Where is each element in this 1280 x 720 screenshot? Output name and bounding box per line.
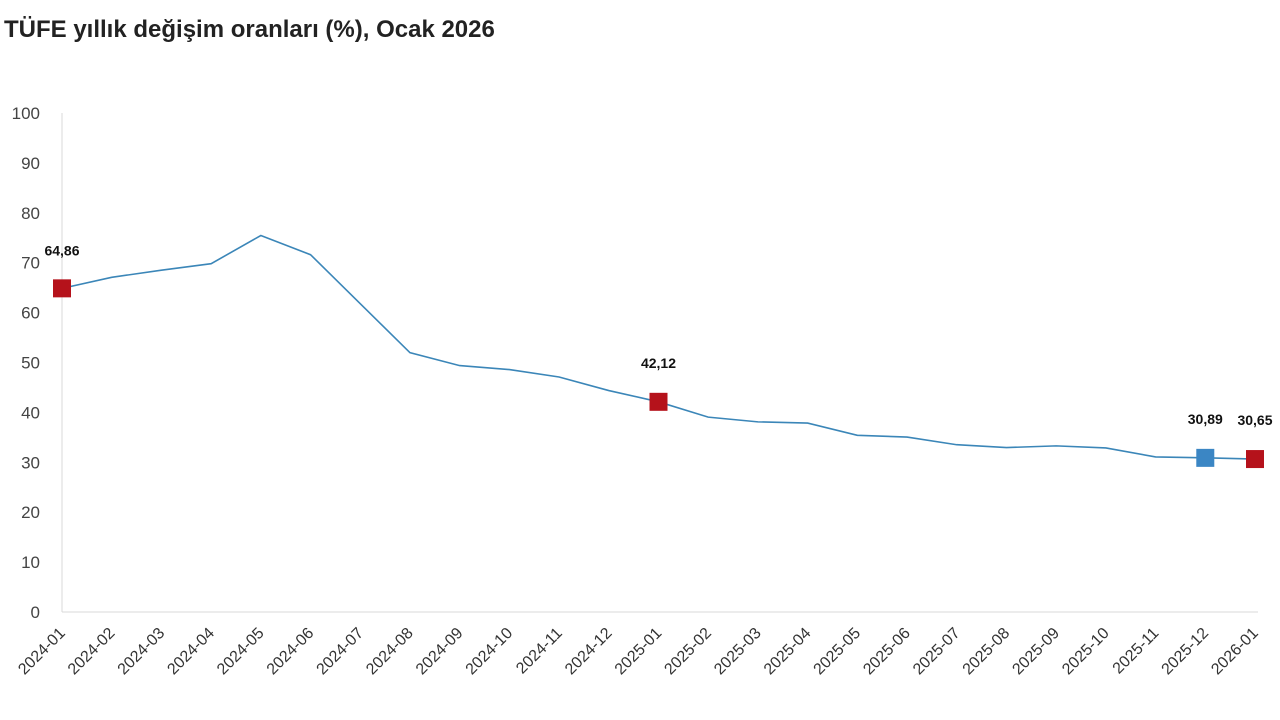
x-tick-label: 2024-08 bbox=[363, 625, 417, 679]
x-tick-label: 2024-07 bbox=[314, 625, 368, 679]
x-tick-label: 2025-12 bbox=[1159, 625, 1213, 679]
x-tick-label: 2024-03 bbox=[115, 625, 169, 679]
data-label: 42,12 bbox=[641, 355, 676, 371]
x-tick-label: 2025-08 bbox=[960, 625, 1014, 679]
x-tick-label: 2024-05 bbox=[214, 625, 268, 679]
x-tick-label: 2025-06 bbox=[860, 625, 914, 679]
chart-title: TÜFE yıllık değişim oranları (%), Ocak 2… bbox=[4, 16, 495, 43]
y-tick-label: 10 bbox=[21, 553, 40, 572]
x-tick-label: 2024-06 bbox=[264, 625, 318, 679]
x-tick-label: 2025-09 bbox=[1009, 625, 1063, 679]
x-tick-label: 2025-10 bbox=[1059, 625, 1113, 679]
y-tick-label: 0 bbox=[31, 603, 40, 622]
y-tick-label: 70 bbox=[21, 254, 40, 273]
series-line bbox=[61, 234, 1256, 460]
data-label: 30,65 bbox=[1237, 412, 1272, 428]
data-label: 64,86 bbox=[44, 242, 79, 258]
x-tick-label: 2024-01 bbox=[15, 625, 69, 679]
y-tick-label: 20 bbox=[21, 503, 40, 522]
x-tick-label: 2026-01 bbox=[1208, 625, 1262, 679]
data-label: 30,89 bbox=[1188, 411, 1223, 427]
x-tick-label: 2024-04 bbox=[164, 625, 218, 679]
x-tick-label: 2024-02 bbox=[65, 625, 119, 679]
data-marker bbox=[1196, 448, 1215, 467]
x-tick-label: 2025-03 bbox=[711, 625, 765, 679]
x-tick-label: 2024-10 bbox=[463, 625, 517, 679]
y-tick-label: 40 bbox=[21, 403, 40, 422]
x-tick-label: 2024-11 bbox=[513, 625, 566, 678]
x-tick-label: 2025-05 bbox=[811, 625, 865, 679]
data-marker bbox=[53, 279, 71, 298]
y-tick-label: 90 bbox=[21, 154, 40, 173]
x-tick-label: 2025-02 bbox=[661, 625, 715, 679]
x-tick-label: 2025-07 bbox=[910, 625, 964, 679]
x-tick-label: 2025-04 bbox=[761, 625, 815, 679]
x-tick-label: 2024-09 bbox=[413, 625, 467, 679]
y-tick-label: 50 bbox=[21, 354, 40, 373]
y-tick-label: 60 bbox=[21, 304, 40, 323]
data-marker bbox=[649, 392, 668, 411]
y-tick-label: 30 bbox=[21, 453, 40, 472]
data-marker bbox=[1246, 450, 1264, 469]
y-tick-label: 80 bbox=[21, 204, 40, 223]
x-tick-label: 2024-12 bbox=[562, 625, 616, 679]
x-tick-label: 2025-11 bbox=[1110, 625, 1163, 678]
y-tick-label: 100 bbox=[12, 104, 40, 123]
x-tick-label: 2025-01 bbox=[612, 625, 666, 679]
